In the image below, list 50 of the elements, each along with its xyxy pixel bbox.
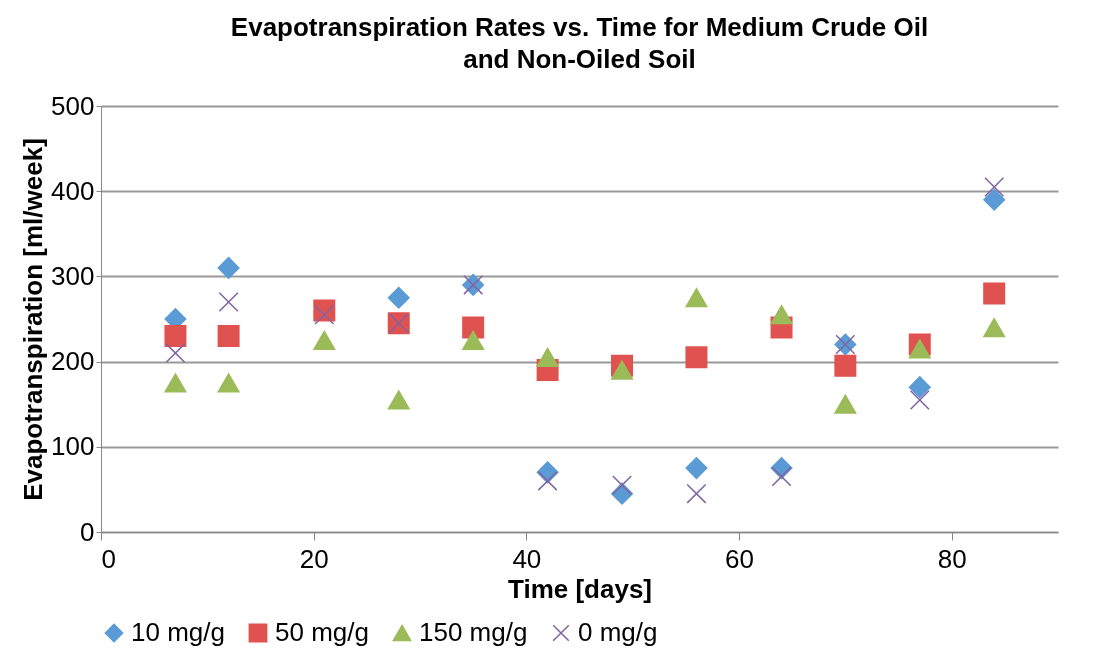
chart-title: Evapotranspiration Rates vs. Time for Medium Crude Oil and Non-Oiled Soil	[230, 12, 929, 74]
point	[770, 305, 793, 325]
y-tick-label: 400	[51, 175, 95, 206]
legend-label: 0 mg/g	[578, 617, 658, 647]
point	[537, 470, 558, 491]
point	[686, 483, 707, 504]
y-tick-label: 0	[80, 516, 95, 547]
legend-label: 10 mg/g	[131, 617, 225, 647]
point	[834, 354, 857, 377]
x-tick-label: 80	[937, 543, 967, 574]
point	[685, 288, 708, 308]
point	[983, 282, 1006, 305]
point	[462, 330, 485, 350]
y-axis-title: Evapotranspiration [ml/week]	[18, 138, 49, 501]
point	[983, 188, 1006, 211]
x-tick-label: 60	[725, 543, 754, 574]
x-axis-title: Time [days]	[507, 573, 653, 604]
point	[685, 346, 708, 369]
point	[164, 325, 187, 348]
y-tick-label: 300	[51, 260, 95, 291]
point	[612, 475, 633, 496]
point	[314, 304, 335, 325]
legend-label: 50 mg/g	[275, 617, 369, 647]
point	[313, 330, 336, 350]
x-tick-label: 40	[512, 543, 542, 574]
point	[387, 390, 410, 410]
point	[217, 325, 240, 348]
x-tick-label: 20	[299, 543, 329, 574]
point	[164, 373, 187, 393]
point	[536, 347, 559, 367]
point	[165, 343, 186, 364]
point	[908, 376, 931, 399]
point	[908, 339, 931, 359]
x-tick-label: 0	[101, 543, 116, 574]
point	[984, 176, 1005, 197]
point	[217, 256, 240, 279]
legend-label: 150 mg/g	[419, 617, 528, 647]
point	[218, 291, 239, 312]
point	[909, 389, 930, 410]
point	[462, 316, 485, 339]
point	[983, 317, 1006, 338]
y-tick-label: 500	[51, 90, 95, 121]
point	[834, 394, 857, 414]
point	[217, 373, 240, 393]
point	[611, 360, 634, 380]
point	[685, 457, 708, 480]
point	[387, 286, 410, 309]
point	[771, 466, 792, 487]
y-tick-label: 200	[51, 346, 95, 377]
y-tick-label: 100	[51, 431, 95, 462]
